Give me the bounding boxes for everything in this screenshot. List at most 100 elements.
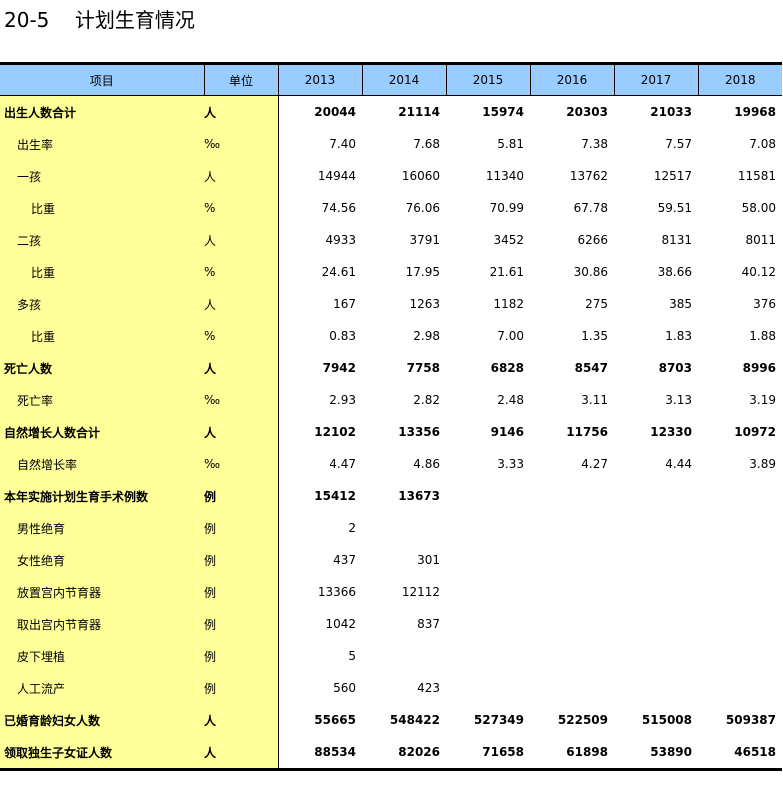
table-row: 人工流产例 560 423 [0, 672, 782, 704]
cell-value: 13366 [317, 585, 356, 599]
table-row: 一孩人 14944 16060 11340 13762 12517 11581 [0, 160, 782, 192]
cell-value: 527349 [473, 713, 524, 727]
cell-value: 24.61 [321, 265, 356, 279]
row-item: 二孩 [0, 224, 204, 256]
cell-value: 2.98 [413, 329, 440, 343]
cell-value: 16060 [401, 169, 440, 183]
cell-value: 4.86 [413, 457, 440, 471]
row-unit: 例 [204, 608, 279, 640]
cell-value [698, 512, 782, 544]
cell-value: 4.44 [665, 457, 692, 471]
column-header: 2015 [446, 63, 531, 96]
cell-value [530, 576, 614, 608]
cell-value: 38.66 [657, 265, 692, 279]
cell-value: 7758 [406, 361, 440, 375]
cell-value: 7.38 [581, 137, 608, 151]
cell-value: 1182 [493, 297, 524, 311]
cell-value [698, 480, 782, 512]
cell-value: 2 [348, 521, 356, 535]
row-unit: 人 [204, 288, 279, 320]
row-unit: 人 [204, 352, 279, 384]
cell-value [698, 544, 782, 576]
table-row: 出生人数合计人 20044 21114 15974 20303 21033 19968 [0, 95, 782, 128]
cell-value: 21114 [398, 105, 440, 119]
cell-value: 3.11 [581, 393, 608, 407]
row-unit: ‰ [204, 128, 279, 160]
column-header: 2014 [362, 63, 447, 96]
cell-value [530, 640, 614, 672]
cell-value: 30.86 [573, 265, 608, 279]
cell-value: 515008 [641, 713, 692, 727]
row-item: 女性绝育 [0, 544, 204, 576]
cell-value: 12517 [653, 169, 692, 183]
cell-value: 0.83 [329, 329, 356, 343]
column-header: 2016 [530, 63, 615, 96]
row-item: 多孩 [0, 288, 204, 320]
cell-value: 11756 [566, 425, 608, 439]
cell-value: 376 [753, 297, 776, 311]
row-unit: 例 [204, 672, 279, 704]
cell-value: 8131 [661, 233, 692, 247]
row-item: 死亡人数 [0, 352, 204, 384]
cell-value: 3791 [409, 233, 440, 247]
row-unit: 例 [204, 480, 279, 512]
cell-value: 3.19 [749, 393, 776, 407]
cell-value: 88534 [314, 745, 356, 759]
table-row: 死亡人数人 7942 7758 6828 8547 8703 8996 [0, 352, 782, 384]
cell-value [530, 672, 614, 704]
cell-value [614, 480, 698, 512]
cell-value: 2.82 [413, 393, 440, 407]
cell-value [530, 608, 614, 640]
cell-value: 423 [417, 681, 440, 695]
cell-value: 837 [417, 617, 440, 631]
row-item: 已婚育龄妇女人数 [0, 704, 204, 736]
cell-value: 1.83 [665, 329, 692, 343]
row-unit: 例 [204, 544, 279, 576]
cell-value: 3.13 [665, 393, 692, 407]
row-unit: ‰ [204, 384, 279, 416]
cell-value [446, 544, 530, 576]
row-unit: % [204, 192, 279, 224]
cell-value [614, 576, 698, 608]
row-unit: ‰ [204, 448, 279, 480]
row-unit: 人 [204, 224, 279, 256]
cell-value [698, 640, 782, 672]
cell-value: 4933 [325, 233, 356, 247]
cell-value: 1263 [409, 297, 440, 311]
cell-value: 1.88 [749, 329, 776, 343]
family-planning-table: 项目 单位 2013 2014 2015 2016 2017 2018 出生人数合计人 2004… [0, 62, 782, 771]
cell-value: 8011 [745, 233, 776, 247]
table-row: 自然增长率 ‰ 4.47 4.86 3.33 4.27 4.44 3.89 [0, 448, 782, 480]
row-item: 出生人数合计 [0, 95, 204, 128]
cell-value: 7.68 [413, 137, 440, 151]
table-row: 多孩人 167 1263 1182 275 385 376 [0, 288, 782, 320]
row-item: 比重 [0, 256, 204, 288]
cell-value: 61898 [566, 745, 608, 759]
cell-value [530, 512, 614, 544]
cell-value: 3452 [493, 233, 524, 247]
cell-value: 21033 [650, 105, 692, 119]
cell-value: 74.56 [321, 201, 356, 215]
cell-value: 8996 [742, 361, 776, 375]
cell-value: 58.00 [741, 201, 776, 215]
cell-value: 7.00 [497, 329, 524, 343]
cell-value: 11340 [485, 169, 524, 183]
cell-value: 3.89 [749, 457, 776, 471]
row-item: 一孩 [0, 160, 204, 192]
cell-value: 67.78 [573, 201, 608, 215]
cell-value: 9146 [490, 425, 524, 439]
cell-value [614, 544, 698, 576]
cell-value [446, 576, 530, 608]
column-header: 2018 [698, 63, 782, 96]
cell-value [530, 480, 614, 512]
row-unit: 人 [204, 160, 279, 192]
cell-value: 20303 [566, 105, 608, 119]
cell-value [530, 544, 614, 576]
cell-value: 55665 [314, 713, 356, 727]
column-header: 2017 [614, 63, 699, 96]
cell-value: 548422 [389, 713, 440, 727]
table-row: 出生率 ‰ 7.40 7.68 5.81 7.38 7.57 7.08 [0, 128, 782, 160]
cell-value: 71658 [482, 745, 524, 759]
cell-value: 40.12 [741, 265, 776, 279]
row-unit: 例 [204, 512, 279, 544]
